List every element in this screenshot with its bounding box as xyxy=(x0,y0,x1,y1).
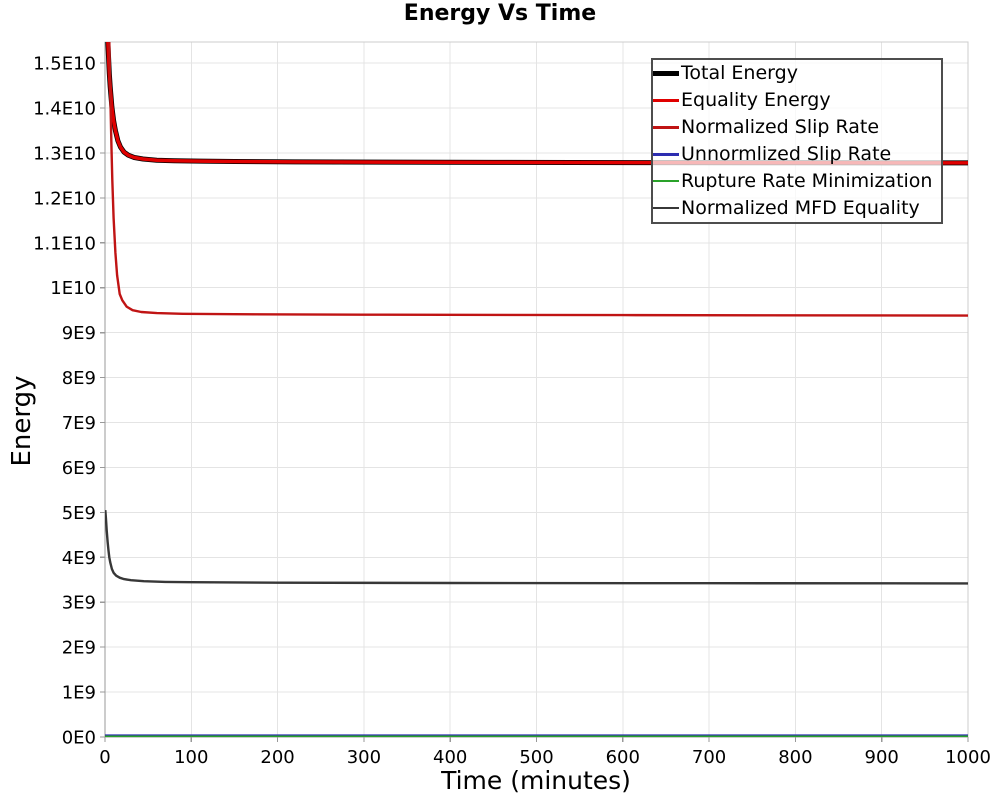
legend-line-swatch xyxy=(653,98,679,103)
legend-item: Unnormlized Slip Rate xyxy=(653,141,941,167)
chart-title: Energy Vs Time xyxy=(403,1,597,26)
series-normalized-slip-rate xyxy=(108,42,968,317)
legend-label: Normalized MFD Equality xyxy=(681,196,920,219)
y-tick-label: 1E9 xyxy=(62,683,96,704)
x-axis-title: Time (minutes) xyxy=(441,766,631,795)
y-tick-label: 1.3E10 xyxy=(33,143,96,164)
y-tick-label: 1.1E10 xyxy=(33,233,96,254)
y-tick-label: 4E9 xyxy=(62,548,96,569)
x-tick-label: 0 xyxy=(99,747,110,768)
x-tick-label: 500 xyxy=(519,747,553,768)
y-tick-label: 1.4E10 xyxy=(33,99,96,120)
legend-label: Total Energy xyxy=(681,62,798,85)
y-tick-label: 0E0 xyxy=(62,728,96,749)
y-tick-label: 9E9 xyxy=(62,323,96,344)
y-tick-label: 3E9 xyxy=(62,593,96,614)
legend-label: Unnormlized Slip Rate xyxy=(681,142,892,165)
y-tick-label: 8E9 xyxy=(62,368,96,389)
legend-label: Equality Energy xyxy=(681,89,831,112)
x-tick-label: 600 xyxy=(606,747,640,768)
y-tick-label: 1E10 xyxy=(50,278,96,299)
series-normalized-mfd-equality xyxy=(105,510,968,585)
legend-line-swatch xyxy=(653,206,679,210)
y-tick-label: 6E9 xyxy=(62,458,96,479)
legend-item: Equality Energy xyxy=(653,88,941,114)
y-tick-label: 2E9 xyxy=(62,638,96,659)
legend-line-swatch xyxy=(653,126,679,129)
y-tick-label: 7E9 xyxy=(62,413,96,434)
x-tick-label: 300 xyxy=(347,747,381,768)
legend-item: Normalized Slip Rate xyxy=(653,115,941,141)
x-tick-label: 100 xyxy=(174,747,208,768)
x-tick-label: 800 xyxy=(778,747,812,768)
y-tick-label: 1.2E10 xyxy=(33,188,96,209)
legend-line-swatch xyxy=(653,153,679,156)
legend-item: Normalized MFD Equality xyxy=(653,195,941,221)
y-tick-label: 5E9 xyxy=(62,503,96,524)
x-tick-label: 700 xyxy=(692,747,726,768)
legend-line-swatch xyxy=(653,179,679,183)
legend-line-swatch xyxy=(653,71,679,77)
y-tick-label: 1.5E10 xyxy=(33,54,96,75)
legend-label: Rupture Rate Minimization xyxy=(681,169,933,192)
legend-item: Rupture Rate Minimization xyxy=(653,168,941,194)
legend: Total Energy Equality Energy Normalized Sl… xyxy=(651,58,943,224)
legend-item: Total Energy xyxy=(653,61,941,87)
x-tick-label: 400 xyxy=(433,747,467,768)
x-tick-label: 1000 xyxy=(945,747,991,768)
x-tick-label: 900 xyxy=(865,747,899,768)
x-tick-label: 200 xyxy=(260,747,294,768)
legend-label: Normalized Slip Rate xyxy=(681,116,880,139)
